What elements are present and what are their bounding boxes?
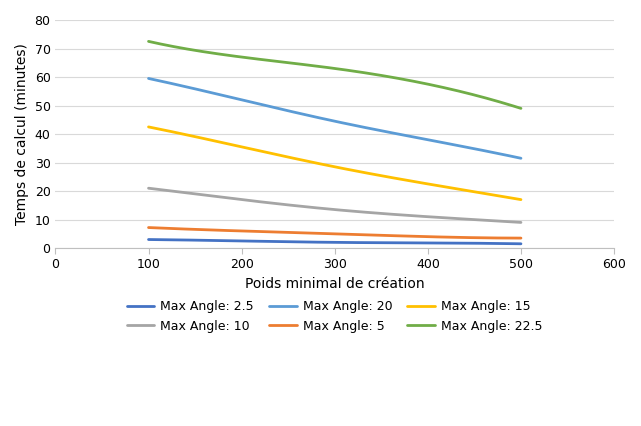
Max Angle: 22.5: (345, 60.8): 22.5: (345, 60.8) xyxy=(372,72,380,77)
Max Angle: 15: (337, 26.2): 15: (337, 26.2) xyxy=(365,171,373,176)
Max Angle: 20: (101, 59.4): 20: (101, 59.4) xyxy=(146,76,154,81)
Max Angle: 15: (100, 42.5): 15: (100, 42.5) xyxy=(145,124,153,130)
Line: Max Angle: 2.5: Max Angle: 2.5 xyxy=(149,239,521,244)
Max Angle: 5: (337, 4.62): 5: (337, 4.62) xyxy=(365,232,373,237)
Y-axis label: Temps de calcul (minutes): Temps de calcul (minutes) xyxy=(15,43,29,225)
Max Angle: 10: (337, 12.5): 10: (337, 12.5) xyxy=(365,210,373,215)
Max Angle: 22.5: (100, 72.5): 22.5: (100, 72.5) xyxy=(145,39,153,44)
Max Angle: 5: (100, 7.2): 5: (100, 7.2) xyxy=(145,225,153,230)
Max Angle: 15: (437, 20.4): 15: (437, 20.4) xyxy=(458,187,466,193)
Max Angle: 10: (437, 10.2): 10: (437, 10.2) xyxy=(458,216,466,222)
Line: Max Angle: 20: Max Angle: 20 xyxy=(149,78,521,158)
Max Angle: 22.5: (500, 49): 22.5: (500, 49) xyxy=(517,106,525,111)
Max Angle: 5: (437, 3.72): 5: (437, 3.72) xyxy=(458,235,466,240)
Max Angle: 5: (101, 7.18): 5: (101, 7.18) xyxy=(146,225,154,230)
Max Angle: 10: (500, 9): 10: (500, 9) xyxy=(517,220,525,225)
Max Angle: 2.5: (337, 1.9): 2.5: (337, 1.9) xyxy=(365,240,373,245)
Max Angle: 10: (345, 12.3): 10: (345, 12.3) xyxy=(372,210,380,216)
Max Angle: 20: (437, 35.7): 20: (437, 35.7) xyxy=(458,144,466,149)
Max Angle: 22.5: (463, 52.6): 22.5: (463, 52.6) xyxy=(482,95,490,101)
Max Angle: 20: (500, 31.5): 20: (500, 31.5) xyxy=(517,156,525,161)
Max Angle: 22.5: (437, 54.8): 22.5: (437, 54.8) xyxy=(458,89,466,95)
Max Angle: 15: (345, 25.7): 15: (345, 25.7) xyxy=(372,172,380,177)
Max Angle: 15: (338, 26.1): 15: (338, 26.1) xyxy=(367,171,374,176)
Max Angle: 22.5: (101, 72.4): 22.5: (101, 72.4) xyxy=(146,39,154,44)
Max Angle: 20: (338, 41.9): 20: (338, 41.9) xyxy=(367,126,374,131)
Max Angle: 22.5: (338, 61.2): 22.5: (338, 61.2) xyxy=(367,71,374,76)
Max Angle: 2.5: (500, 1.5): 2.5: (500, 1.5) xyxy=(517,241,525,246)
Max Angle: 2.5: (345, 1.89): 2.5: (345, 1.89) xyxy=(372,240,380,245)
Max Angle: 15: (463, 19.1): 15: (463, 19.1) xyxy=(482,191,490,196)
Max Angle: 15: (500, 17): 15: (500, 17) xyxy=(517,197,525,202)
Max Angle: 5: (345, 4.53): 5: (345, 4.53) xyxy=(372,233,380,238)
Max Angle: 20: (100, 59.5): 20: (100, 59.5) xyxy=(145,76,153,81)
Max Angle: 5: (338, 4.6): 5: (338, 4.6) xyxy=(367,233,374,238)
Max Angle: 2.5: (100, 3): 2.5: (100, 3) xyxy=(145,237,153,242)
Max Angle: 2.5: (463, 1.66): 2.5: (463, 1.66) xyxy=(482,241,490,246)
Line: Max Angle: 22.5: Max Angle: 22.5 xyxy=(149,41,521,108)
Legend: Max Angle: 2.5, Max Angle: 10, Max Angle: 20, Max Angle: 5, Max Angle: 15, Max A: Max Angle: 2.5, Max Angle: 10, Max Angle… xyxy=(122,295,548,338)
Max Angle: 5: (500, 3.5): 5: (500, 3.5) xyxy=(517,236,525,241)
Max Angle: 2.5: (437, 1.73): 2.5: (437, 1.73) xyxy=(458,241,466,246)
Line: Max Angle: 15: Max Angle: 15 xyxy=(149,127,521,200)
Max Angle: 2.5: (101, 3): 2.5: (101, 3) xyxy=(146,237,154,242)
Max Angle: 10: (100, 21): 10: (100, 21) xyxy=(145,186,153,191)
Max Angle: 15: (101, 42.4): 15: (101, 42.4) xyxy=(146,124,154,130)
Max Angle: 2.5: (338, 1.9): 2.5: (338, 1.9) xyxy=(367,240,374,245)
Max Angle: 22.5: (337, 61.3): 22.5: (337, 61.3) xyxy=(365,71,373,76)
Max Angle: 10: (463, 9.74): 10: (463, 9.74) xyxy=(482,218,490,223)
Max Angle: 20: (463, 34): 20: (463, 34) xyxy=(482,149,490,154)
Max Angle: 5: (463, 3.59): 5: (463, 3.59) xyxy=(482,235,490,240)
Line: Max Angle: 5: Max Angle: 5 xyxy=(149,227,521,238)
Max Angle: 20: (345, 41.5): 20: (345, 41.5) xyxy=(372,127,380,132)
X-axis label: Poids minimal de création: Poids minimal de création xyxy=(245,277,424,291)
Max Angle: 20: (337, 42): 20: (337, 42) xyxy=(365,126,373,131)
Max Angle: 10: (101, 20.9): 10: (101, 20.9) xyxy=(146,186,154,191)
Max Angle: 10: (338, 12.4): 10: (338, 12.4) xyxy=(367,210,374,215)
Line: Max Angle: 10: Max Angle: 10 xyxy=(149,188,521,222)
